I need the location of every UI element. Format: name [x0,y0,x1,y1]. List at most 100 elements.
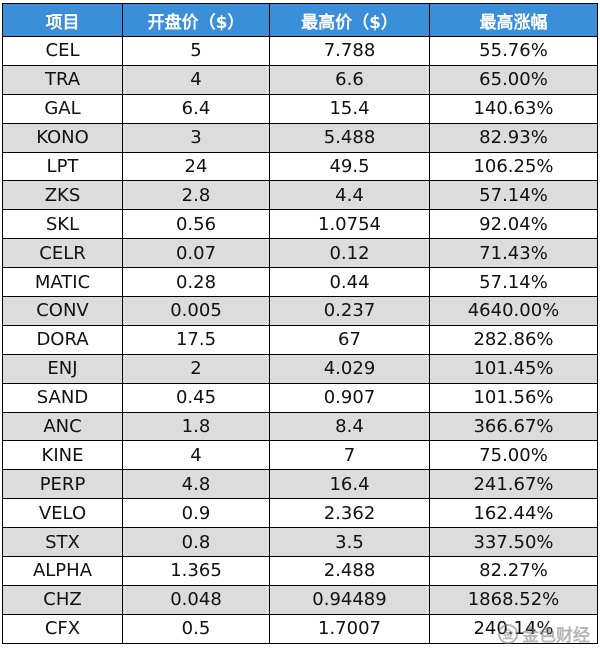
price-table: 项目 开盘价（$） 最高价（$） 最高涨幅 CEL 5 7.788 55.76% TRA… [2,3,598,644]
table-row: PERP 4.8 16.4 241.67% [2,469,598,500]
cell-project: MATIC [2,267,123,298]
cell-high-price: 0.907 [269,382,430,413]
cell-open-price: 24 [122,151,270,182]
cell-high-price: 5.488 [269,122,430,153]
cell-high-price: 49.5 [269,151,430,182]
cell-open-price: 3 [122,122,270,153]
table-row: DORA 17.5 67 282.86% [2,324,598,355]
cell-open-price: 2.8 [122,180,270,211]
cell-open-price: 1.8 [122,411,270,442]
cell-open-price: 4 [122,64,270,95]
cell-high-price: 4.4 [269,180,430,211]
table-row: ENJ 2 4.029 101.45% [2,353,598,384]
header-row: 项目 开盘价（$） 最高价（$） 最高涨幅 [2,3,598,37]
cell-high-price: 0.44 [269,267,430,298]
cell-open-price: 17.5 [122,324,270,355]
cell-max-gain: 241.67% [429,469,598,500]
cell-high-price: 0.94489 [269,584,430,615]
table-row: SKL 0.56 1.0754 92.04% [2,209,598,240]
cell-open-price: 0.45 [122,382,270,413]
cell-max-gain: 82.27% [429,556,598,586]
cell-max-gain: 101.56% [429,382,598,413]
cell-open-price: 0.005 [122,296,270,326]
cell-high-price: 16.4 [269,469,430,500]
cell-high-price: 6.6 [269,64,430,95]
cell-open-price: 2 [122,353,270,384]
cell-max-gain: 57.14% [429,267,598,298]
cell-project: SKL [2,209,123,240]
cell-project: CHZ [2,584,123,615]
header-project: 项目 [2,3,123,37]
cell-max-gain: 71.43% [429,238,598,269]
cell-high-price: 3.5 [269,527,430,558]
cell-max-gain: 92.04% [429,209,598,240]
cell-max-gain: 82.93% [429,122,598,153]
cell-max-gain: 101.45% [429,353,598,384]
cell-max-gain: 282.86% [429,324,598,355]
cell-max-gain: 75.00% [429,440,598,471]
table-row: CELR 0.07 0.12 71.43% [2,238,598,269]
cell-high-price: 0.237 [269,296,430,326]
cell-max-gain: 337.50% [429,527,598,558]
table-row: CEL 5 7.788 55.76% [2,36,598,66]
cell-max-gain: 1868.52% [429,584,598,615]
cell-open-price: 0.07 [122,238,270,269]
table-row: TRA 4 6.6 65.00% [2,64,598,95]
table-row: KINE 4 7 75.00% [2,440,598,471]
cell-project: PERP [2,469,123,500]
cell-open-price: 0.048 [122,584,270,615]
cell-project: ZKS [2,180,123,211]
cell-project: TRA [2,64,123,95]
cell-high-price: 7.788 [269,36,430,66]
cell-high-price: 0.12 [269,238,430,269]
cell-high-price: 8.4 [269,411,430,442]
cell-project: STX [2,527,123,558]
cell-project: CFX [2,613,123,644]
table-row: CFX 0.5 1.7007 240.14% [2,613,598,644]
table-row: SAND 0.45 0.907 101.56% [2,382,598,413]
cell-max-gain: 55.76% [429,36,598,66]
cell-max-gain: 240.14% [429,613,598,644]
cell-project: ANC [2,411,123,442]
cell-high-price: 7 [269,440,430,471]
cell-project: SAND [2,382,123,413]
cell-project: CELR [2,238,123,269]
cell-max-gain: 140.63% [429,93,598,124]
cell-high-price: 67 [269,324,430,355]
cell-high-price: 2.362 [269,498,430,529]
table-row: CHZ 0.048 0.94489 1868.52% [2,584,598,615]
table-row: LPT 24 49.5 106.25% [2,151,598,182]
cell-open-price: 0.28 [122,267,270,298]
cell-high-price: 2.488 [269,556,430,586]
cell-project: GAL [2,93,123,124]
cell-high-price: 1.0754 [269,209,430,240]
cell-project: ENJ [2,353,123,384]
table-row: MATIC 0.28 0.44 57.14% [2,267,598,298]
cell-project: DORA [2,324,123,355]
table-body: CEL 5 7.788 55.76% TRA 4 6.6 65.00% GAL 6.4 15.4 14… [2,36,598,644]
cell-project: ALPHA [2,556,123,586]
cell-high-price: 4.029 [269,353,430,384]
table-row: VELO 0.9 2.362 162.44% [2,498,598,529]
cell-open-price: 4.8 [122,469,270,500]
cell-high-price: 15.4 [269,93,430,124]
cell-max-gain: 4640.00% [429,296,598,326]
cell-open-price: 1.365 [122,556,270,586]
cell-max-gain: 162.44% [429,498,598,529]
table-row: STX 0.8 3.5 337.50% [2,527,598,558]
cell-open-price: 0.9 [122,498,270,529]
cell-max-gain: 57.14% [429,180,598,211]
cell-open-price: 0.8 [122,527,270,558]
cell-open-price: 4 [122,440,270,471]
cell-open-price: 0.56 [122,209,270,240]
cell-project: VELO [2,498,123,529]
table-header: 项目 开盘价（$） 最高价（$） 最高涨幅 [2,3,598,37]
cell-project: CONV [2,296,123,326]
table-row: ANC 1.8 8.4 366.67% [2,411,598,442]
cell-open-price: 5 [122,36,270,66]
cell-project: LPT [2,151,123,182]
cell-max-gain: 65.00% [429,64,598,95]
table-row: GAL 6.4 15.4 140.63% [2,93,598,124]
cell-project: KONO [2,122,123,153]
table-row: CONV 0.005 0.237 4640.00% [2,296,598,326]
